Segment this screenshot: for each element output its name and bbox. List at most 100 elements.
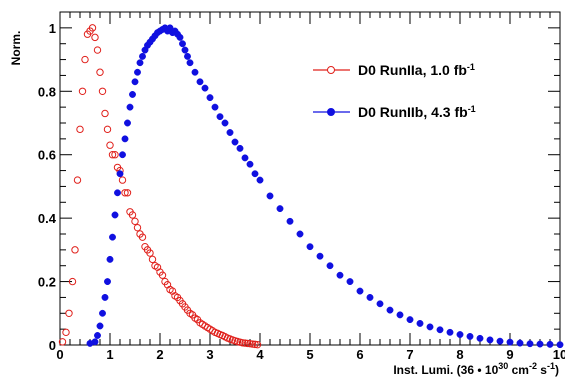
data-point [486,336,494,344]
y-tick-label: 0 [49,338,56,353]
series-runiia [58,24,262,349]
data-point [158,271,167,279]
legend-label: D0 RunIIb, 4.3 fb-1 [358,104,476,120]
data-point [78,87,87,95]
data-point [116,170,124,178]
data-point [316,252,324,260]
data-point [196,78,204,86]
data-point [251,340,259,349]
x-tick-label: 6 [356,347,363,362]
x-tick-label: 2 [156,347,163,362]
data-point [96,68,104,76]
data-point [546,340,554,348]
data-point [446,328,454,336]
data-point [88,24,97,32]
data-point [426,323,434,331]
data-point [124,119,131,127]
data-point [111,211,119,219]
data-point [296,230,304,238]
data-point [243,339,252,348]
data-point [241,339,249,347]
data-point [96,322,104,330]
data-point [336,271,344,279]
data-point [148,255,157,264]
data-point [108,151,117,159]
data-point [98,87,107,95]
data-point [121,189,129,197]
data-point [506,338,514,346]
data-point [246,340,254,348]
data-point [536,340,544,348]
data-point [106,255,114,263]
legend-marker [327,108,335,116]
data-point [146,249,154,257]
data-point [251,170,259,178]
x-tick-label: 3 [206,347,213,362]
y-tick-label: 0.4 [38,211,57,226]
x-tick-label: 5 [306,347,313,362]
data-point [248,340,257,348]
plot-frame [59,11,561,346]
data-point [201,84,209,92]
data-point [226,129,234,136]
data-point [68,277,77,286]
data-point [238,339,247,347]
data-point [256,176,264,184]
data-point [456,331,464,338]
legend-marker [327,66,335,74]
x-tick-label: 7 [406,347,413,362]
y-tick-label: 0.6 [38,148,56,163]
data-point [106,141,114,149]
y-tick-label: 0.2 [38,275,56,290]
data-point [138,233,147,241]
data-point [191,68,199,76]
data-point [356,287,364,295]
data-point [306,243,314,251]
data-point [91,33,99,42]
data-point [179,40,186,48]
x-axis-title: Inst. Lumi. (36 • 1030 cm-2 s-1) [393,361,559,377]
y-tick-label: 1 [49,21,56,36]
data-point [71,246,79,254]
data-point [216,113,224,121]
data-point [118,176,127,184]
data-point [128,211,137,219]
x-tick-label: 9 [506,347,513,362]
data-point [406,316,414,324]
y-axis-ticks: 0 0.2 0.4 0.6 0.8 1 [38,21,560,353]
data-point [65,309,73,317]
data-point [211,103,219,111]
data-point [466,332,474,340]
x-tick-label: 8 [456,347,463,362]
data-point [221,119,229,127]
data-point [101,109,109,118]
data-point [93,46,102,54]
data-point [181,46,189,54]
data-point [139,52,146,60]
data-point [114,189,121,197]
x-axis-ticks: 0 1 2 3 4 5 6 7 8 9 10 [56,12,565,362]
data-point [326,262,334,270]
data-point [176,33,184,41]
data-point [134,68,141,76]
y-tick-label: 0.8 [38,84,56,99]
x-tick-label: 10 [553,347,565,362]
data-point [346,278,354,286]
data-point [76,125,84,134]
data-point [416,319,424,327]
data-point [366,293,374,301]
series-runiib [86,24,564,349]
data-point [62,328,70,337]
plot-area-border [59,11,561,346]
data-point [136,59,144,67]
y-axis-title: Norm. [9,31,23,66]
data-point [266,192,274,200]
data-point [81,55,89,64]
data-point [236,144,244,152]
x-tick-label: 0 [56,347,63,362]
data-point [184,52,191,60]
data-point [396,311,404,319]
legend: D0 RunIIa, 1.0 fb-1 D0 RunIIb, 4.3 fb-1 [313,62,476,120]
data-point [131,217,139,226]
